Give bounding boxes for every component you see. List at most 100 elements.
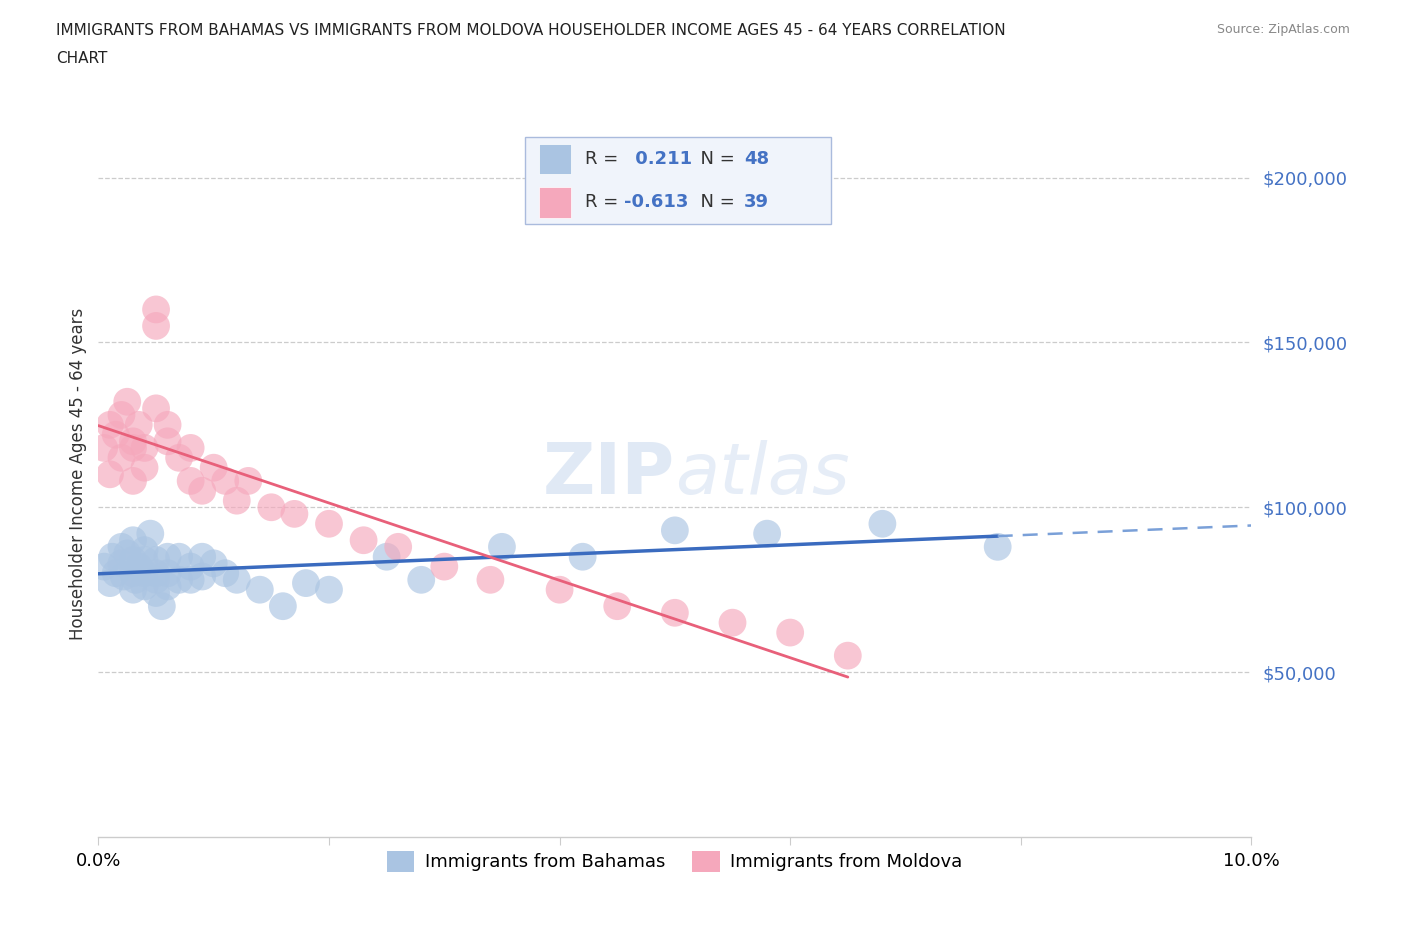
Point xyxy=(433,559,456,574)
Point xyxy=(156,434,179,449)
Point xyxy=(145,565,167,580)
Point xyxy=(238,473,260,488)
Point xyxy=(134,552,156,567)
Text: 48: 48 xyxy=(744,150,769,167)
Point xyxy=(202,460,225,475)
Point xyxy=(124,572,146,587)
FancyBboxPatch shape xyxy=(538,187,571,218)
Point xyxy=(98,576,121,591)
Point xyxy=(134,565,156,580)
Point xyxy=(756,526,779,541)
Text: ZIP: ZIP xyxy=(543,440,675,509)
Point xyxy=(548,582,571,597)
Point xyxy=(225,572,247,587)
FancyBboxPatch shape xyxy=(538,143,571,174)
Point xyxy=(122,552,145,567)
Point xyxy=(191,569,214,584)
Point xyxy=(180,559,202,574)
Point xyxy=(104,427,127,442)
Point xyxy=(145,572,167,587)
Point xyxy=(387,539,409,554)
Point xyxy=(721,616,744,631)
Point xyxy=(180,572,202,587)
Point xyxy=(283,507,305,522)
Point xyxy=(101,550,124,565)
Point xyxy=(779,625,801,640)
Point xyxy=(145,586,167,601)
Point xyxy=(98,467,121,482)
Point xyxy=(134,460,156,475)
Point xyxy=(295,576,318,591)
Point xyxy=(318,582,340,597)
Point xyxy=(271,599,294,614)
Point xyxy=(117,394,139,409)
Point xyxy=(180,441,202,456)
Point xyxy=(479,572,502,587)
Point xyxy=(872,516,894,531)
Point xyxy=(122,582,145,597)
Point xyxy=(93,441,115,456)
Text: Source: ZipAtlas.com: Source: ZipAtlas.com xyxy=(1216,23,1350,36)
Point xyxy=(180,473,202,488)
Point xyxy=(156,418,179,432)
Point xyxy=(145,302,167,317)
Point xyxy=(606,599,628,614)
Point xyxy=(139,526,162,541)
Point xyxy=(122,434,145,449)
FancyBboxPatch shape xyxy=(524,137,831,224)
Point xyxy=(134,441,156,456)
Point xyxy=(122,533,145,548)
Text: 0.211: 0.211 xyxy=(628,150,692,167)
Point xyxy=(837,648,859,663)
Point xyxy=(260,499,283,514)
Point xyxy=(191,550,214,565)
Point xyxy=(110,556,132,571)
Point xyxy=(167,450,190,465)
Text: -0.613: -0.613 xyxy=(624,193,689,211)
Point xyxy=(150,599,173,614)
Point xyxy=(318,516,340,531)
Point xyxy=(145,318,167,333)
Point xyxy=(122,441,145,456)
Point xyxy=(167,572,190,587)
Point xyxy=(571,550,593,565)
Text: N =: N = xyxy=(689,193,740,211)
Point xyxy=(411,572,433,587)
Point xyxy=(987,539,1010,554)
Point xyxy=(112,569,135,584)
Point xyxy=(128,559,150,574)
Point xyxy=(134,543,156,558)
Text: atlas: atlas xyxy=(675,440,849,509)
Point xyxy=(664,605,686,620)
Point xyxy=(128,418,150,432)
Text: R =: R = xyxy=(585,193,624,211)
Point xyxy=(214,565,236,580)
Point xyxy=(110,539,132,554)
Point xyxy=(202,556,225,571)
Point xyxy=(156,565,179,580)
Text: IMMIGRANTS FROM BAHAMAS VS IMMIGRANTS FROM MOLDOVA HOUSEHOLDER INCOME AGES 45 - : IMMIGRANTS FROM BAHAMAS VS IMMIGRANTS FR… xyxy=(56,23,1005,38)
Y-axis label: Householder Income Ages 45 - 64 years: Householder Income Ages 45 - 64 years xyxy=(69,308,87,641)
Point xyxy=(167,550,190,565)
Legend: Immigrants from Bahamas, Immigrants from Moldova: Immigrants from Bahamas, Immigrants from… xyxy=(380,844,970,879)
Point xyxy=(353,533,375,548)
Point xyxy=(491,539,513,554)
Point xyxy=(664,523,686,538)
Point xyxy=(145,552,167,567)
Point xyxy=(156,579,179,594)
Text: 39: 39 xyxy=(744,193,769,211)
Point xyxy=(104,565,127,580)
Point xyxy=(375,550,398,565)
Point xyxy=(134,579,156,594)
Point xyxy=(214,473,236,488)
Point xyxy=(191,484,214,498)
Point xyxy=(110,450,132,465)
Point xyxy=(156,550,179,565)
Point xyxy=(225,493,247,508)
Point xyxy=(249,582,271,597)
Point xyxy=(145,401,167,416)
Point xyxy=(122,473,145,488)
Text: CHART: CHART xyxy=(56,51,108,66)
Point xyxy=(93,559,115,574)
Point xyxy=(110,407,132,422)
